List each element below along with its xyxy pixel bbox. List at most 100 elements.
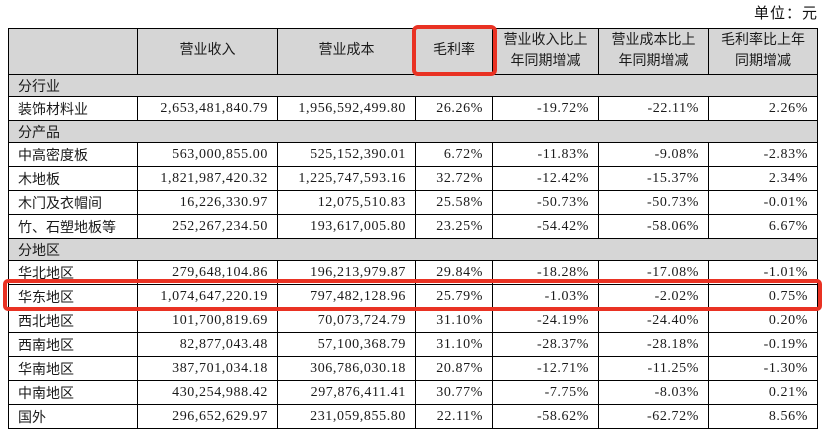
cell-revenue-yoy: -50.73% [492,190,599,215]
row-label: 木门及衣帽间 [8,190,138,215]
row-label: 竹、石塑地板等 [8,214,138,239]
cell-cost: 193,617,005.80 [277,214,416,239]
cell-margin: 22.11% [415,404,493,429]
col-header-revenue-yoy: 营业收入比上年同期增减 [492,28,599,75]
cell-margin: 29.84% [415,260,493,285]
cell-revenue-yoy: -28.37% [492,332,599,357]
segment-results-table: 营业收入 营业成本 毛利率 营业收入比上年同期增减 营业成本比上年同期增减 毛利… [3,25,822,429]
table-row-wooden-doors: 木门及衣帽间 16,226,330.97 12,075,510.83 25.58… [8,190,818,215]
col-header-cost: 营业成本 [277,28,416,75]
cell-cost-yoy: -24.40% [598,308,709,333]
table-row-wood-flooring: 木地板 1,821,987,420.32 1,225,747,593.16 32… [8,166,818,191]
cell-cost: 231,059,855.80 [277,404,416,429]
cell-cost: 1,956,592,499.80 [277,96,416,121]
col-header-cost-yoy: 营业成本比上年同期增减 [598,28,709,75]
table-body: 分行业 装饰材料业 2,653,481,840.79 1,956,592,499… [8,74,818,429]
cell-revenue-yoy: -12.42% [492,166,599,191]
cell-margin: 30.77% [415,380,493,405]
row-label: 国外 [8,404,138,429]
cell-margin-yoy: 8.56% [708,404,818,429]
cell-revenue-yoy: -18.28% [492,260,599,285]
col-header-revenue: 营业收入 [137,28,278,75]
section-title: 分地区 [8,238,818,261]
financial-table: 营业收入 营业成本 毛利率 营业收入比上年同期增减 营业成本比上年同期增减 毛利… [8,28,818,429]
cell-margin: 32.72% [415,166,493,191]
row-label: 装饰材料业 [8,96,138,121]
row-label: 西北地区 [8,308,138,333]
cell-margin-yoy: -2.83% [708,142,818,167]
cell-margin: 31.10% [415,332,493,357]
cell-revenue-yoy: -24.19% [492,308,599,333]
cell-cost: 57,100,368.79 [277,332,416,357]
cell-cost-yoy: -62.72% [598,404,709,429]
table-row-mdf-hdf: 中高密度板 563,000,855.00 525,152,390.01 6.72… [8,142,818,167]
cell-cost: 70,073,724.79 [277,308,416,333]
table-row-south-china: 华南地区 387,701,034.18 306,786,030.18 20.87… [8,356,818,381]
cell-revenue-yoy: -1.03% [492,284,599,309]
cell-revenue-yoy: -58.62% [492,404,599,429]
section-row-region: 分地区 [8,238,818,261]
cell-revenue: 101,700,819.69 [137,308,278,333]
cell-margin-yoy: 0.20% [708,308,818,333]
cell-margin-yoy: -0.19% [708,332,818,357]
cell-revenue: 1,821,987,420.32 [137,166,278,191]
cell-margin: 31.10% [415,308,493,333]
cell-cost-yoy: -50.73% [598,190,709,215]
cell-revenue: 387,701,034.18 [137,356,278,381]
cell-revenue: 430,254,988.42 [137,380,278,405]
cell-margin: 20.87% [415,356,493,381]
row-label: 中高密度板 [8,142,138,167]
cell-margin: 23.25% [415,214,493,239]
cell-cost-yoy: -8.03% [598,380,709,405]
cell-margin-yoy: 6.67% [708,214,818,239]
cell-margin: 26.26% [415,96,493,121]
cell-cost-yoy: -11.25% [598,356,709,381]
cell-margin: 6.72% [415,142,493,167]
cell-margin: 25.58% [415,190,493,215]
col-header-gross-margin: 毛利率 [415,28,493,75]
cell-revenue: 563,000,855.00 [137,142,278,167]
section-row-industry: 分行业 [8,74,818,97]
unit-label: 单位：元 [753,6,818,22]
cell-revenue: 296,652,629.97 [137,404,278,429]
cell-revenue-yoy: -54.42% [492,214,599,239]
cell-cost-yoy: -22.11% [598,96,709,121]
table-row-north-china: 华北地区 279,648,104.86 196,213,979.87 29.84… [8,260,818,285]
table-row-northwest: 西北地区 101,700,819.69 70,073,724.79 31.10%… [8,308,818,333]
cell-margin: 25.79% [415,284,493,309]
section-title: 分产品 [8,120,818,143]
row-label: 华南地区 [8,356,138,381]
cell-revenue-yoy: -11.83% [492,142,599,167]
cell-revenue-yoy: -7.75% [492,380,599,405]
row-label: 华北地区 [8,260,138,285]
cell-cost-yoy: -28.18% [598,332,709,357]
cell-margin-yoy: -1.30% [708,356,818,381]
cell-margin-yoy: -1.01% [708,260,818,285]
row-label: 木地板 [8,166,138,191]
cell-margin-yoy: 0.75% [708,284,818,309]
row-label: 西南地区 [8,332,138,357]
cell-revenue-yoy: -19.72% [492,96,599,121]
cell-cost: 12,075,510.83 [277,190,416,215]
cell-revenue: 16,226,330.97 [137,190,278,215]
cell-revenue: 252,267,234.50 [137,214,278,239]
cell-margin-yoy: 2.34% [708,166,818,191]
cell-margin-yoy: -0.01% [708,190,818,215]
cell-cost-yoy: -9.08% [598,142,709,167]
cell-cost-yoy: -2.02% [598,284,709,309]
cell-cost: 306,786,030.18 [277,356,416,381]
table-row-central-south: 中南地区 430,254,988.42 297,876,411.41 30.77… [8,380,818,405]
table-row-overseas: 国外 296,652,629.97 231,059,855.80 22.11% … [8,404,818,429]
header-row: 营业收入 营业成本 毛利率 营业收入比上年同期增减 营业成本比上年同期增减 毛利… [8,28,818,75]
section-title: 分行业 [8,74,818,97]
cell-margin-yoy: 0.21% [708,380,818,405]
cell-cost: 1,225,747,593.16 [277,166,416,191]
cell-revenue-yoy: -12.71% [492,356,599,381]
cell-cost: 297,876,411.41 [277,380,416,405]
row-label: 华东地区 [8,284,138,309]
table-row-bamboo-spc: 竹、石塑地板等 252,267,234.50 193,617,005.80 23… [8,214,818,239]
cell-revenue: 82,877,043.48 [137,332,278,357]
table-row-southwest: 西南地区 82,877,043.48 57,100,368.79 31.10% … [8,332,818,357]
cell-revenue: 2,653,481,840.79 [137,96,278,121]
cell-cost-yoy: -17.08% [598,260,709,285]
